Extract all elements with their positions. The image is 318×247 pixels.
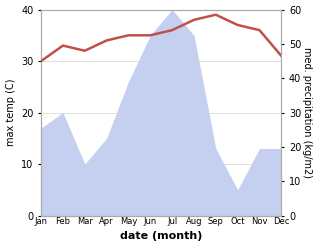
- X-axis label: date (month): date (month): [120, 231, 203, 242]
- Y-axis label: med. precipitation (kg/m2): med. precipitation (kg/m2): [302, 47, 313, 178]
- Y-axis label: max temp (C): max temp (C): [5, 79, 16, 146]
